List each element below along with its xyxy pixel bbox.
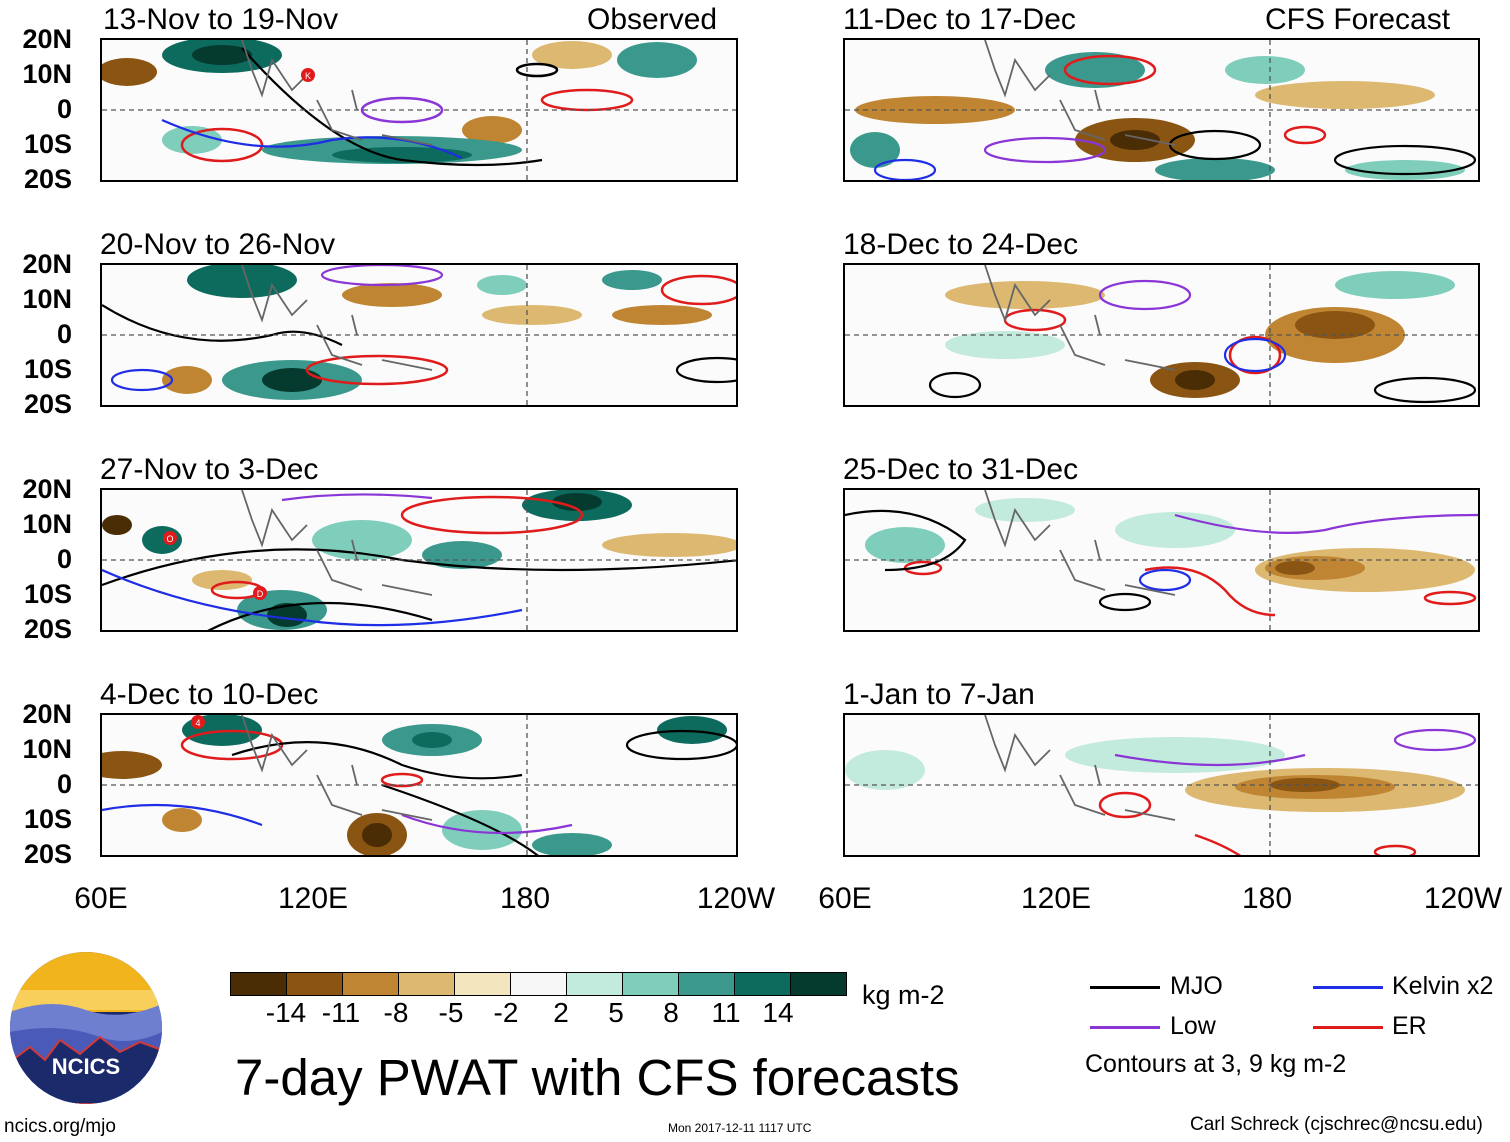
lon-label: 60E	[818, 882, 872, 915]
panel-title-7: 25-Dec to 31-Dec	[843, 453, 1079, 486]
storm-marker-label: K	[305, 71, 311, 81]
legend-label-low: Low	[1170, 1012, 1216, 1040]
lat-label: 10S	[23, 579, 72, 609]
map-panel-observed-3: O D	[100, 488, 738, 632]
storm-marker-icon	[301, 68, 315, 82]
storm-marker-icon	[163, 531, 177, 545]
panel-title-6: 18-Dec to 24-Dec	[843, 228, 1079, 261]
colorbar	[230, 972, 847, 996]
lat-label: 20N	[22, 24, 72, 54]
colorbar-swatch	[231, 973, 287, 995]
lat-label: 0	[56, 544, 72, 574]
lat-label: 10S	[23, 129, 72, 159]
colorbar-tick: 11	[711, 997, 741, 1028]
lat-label: 20N	[22, 474, 72, 504]
colorbar-swatch	[399, 973, 455, 995]
lat-label: 0	[56, 94, 72, 124]
logo-text: NCICS	[52, 1054, 120, 1079]
lon-label: 60E	[74, 882, 128, 915]
colorbar-units: kg m-2	[862, 980, 945, 1010]
storm-marker-label: 4	[195, 718, 200, 728]
legend-note: Contours at 3, 9 kg m-2	[1085, 1050, 1347, 1078]
colorbar-tick: 8	[663, 997, 679, 1028]
legend-swatch-kelvin	[1313, 986, 1383, 989]
colorbar-swatch	[343, 973, 399, 995]
legend-swatch-er	[1313, 1026, 1383, 1029]
colorbar-tick: -5	[438, 997, 464, 1028]
legend-label-kelvin: Kelvin x2	[1392, 972, 1494, 1000]
map-panel-observed-2	[100, 263, 738, 407]
panel-tag-forecast: CFS Forecast	[1265, 3, 1451, 36]
panel-title-1: 13-Nov to 19-Nov	[103, 3, 339, 36]
colorbar-swatch	[567, 973, 623, 995]
panel-title-8: 1-Jan to 7-Jan	[843, 678, 1035, 711]
colorbar-swatch	[455, 973, 511, 995]
legend-swatch-mjo	[1090, 986, 1160, 989]
storm-marker-label: O	[166, 534, 173, 544]
storm-marker-icon	[253, 586, 267, 600]
lat-label: 20N	[22, 249, 72, 279]
lat-label: 20S	[23, 164, 72, 194]
colorbar-tick: -8	[383, 997, 409, 1028]
figure-title: 7-day PWAT with CFS forecasts	[235, 1049, 960, 1106]
panel-title-3: 27-Nov to 3-Dec	[100, 453, 319, 486]
map-panel-forecast-3	[843, 488, 1480, 632]
lat-label: 10S	[23, 354, 72, 384]
panel-title-2: 20-Nov to 26-Nov	[100, 228, 336, 261]
lat-label: 10N	[22, 734, 72, 764]
colorbar-swatch	[287, 973, 343, 995]
legend-label-er: ER	[1392, 1012, 1427, 1040]
lat-label: 10S	[23, 804, 72, 834]
footer-url: ncics.org/mjo	[4, 1116, 116, 1137]
lon-label: 120W	[1423, 882, 1503, 915]
lat-label: 20N	[22, 699, 72, 729]
colorbar-tick: -2	[493, 997, 519, 1028]
panel-title-4: 4-Dec to 10-Dec	[100, 678, 319, 711]
lon-label: 120W	[696, 882, 776, 915]
footer-author: Carl Schreck (cjschrec@ncsu.edu)	[1190, 1114, 1483, 1135]
storm-marker-icon	[191, 715, 205, 729]
map-panel-observed-4: 4	[100, 713, 738, 857]
footer-timestamp: Mon 2017-12-11 1117 UTC	[668, 1121, 812, 1135]
colorbar-swatch	[679, 973, 735, 995]
colorbar-tick: 2	[553, 997, 569, 1028]
lon-label: 120E	[277, 882, 349, 915]
map-panel-forecast-1	[843, 38, 1480, 182]
colorbar-tick: 5	[608, 997, 624, 1028]
lat-label: 20S	[23, 614, 72, 644]
colorbar-swatch	[735, 973, 791, 995]
ncics-logo: NCICS	[10, 952, 162, 1104]
lat-label: 20S	[23, 839, 72, 869]
map-panel-observed-1: K	[100, 38, 738, 182]
lat-label: 10N	[22, 284, 72, 314]
legend-swatch-low	[1090, 1026, 1160, 1029]
panel-tag-observed: Observed	[587, 3, 718, 36]
legend-label-mjo: MJO	[1170, 972, 1223, 1000]
lat-label: 0	[56, 769, 72, 799]
panel-title-5: 11-Dec to 17-Dec	[843, 3, 1076, 36]
lat-label: 10N	[22, 509, 72, 539]
colorbar-swatch	[623, 973, 679, 995]
map-panel-forecast-2	[843, 263, 1480, 407]
map-panel-forecast-4	[843, 713, 1480, 857]
colorbar-swatch	[511, 973, 567, 995]
colorbar-tick: 14	[762, 997, 794, 1028]
lat-label: 0	[56, 319, 72, 349]
colorbar-tick: -14	[265, 997, 307, 1028]
colorbar-swatch	[791, 973, 846, 995]
lat-label: 10N	[22, 59, 72, 89]
storm-marker-label: D	[257, 589, 264, 599]
colorbar-tick: -11	[321, 997, 361, 1028]
lon-label: 180	[499, 882, 551, 915]
lon-label: 180	[1241, 882, 1293, 915]
lon-label: 120E	[1020, 882, 1092, 915]
lat-label: 20S	[23, 389, 72, 419]
